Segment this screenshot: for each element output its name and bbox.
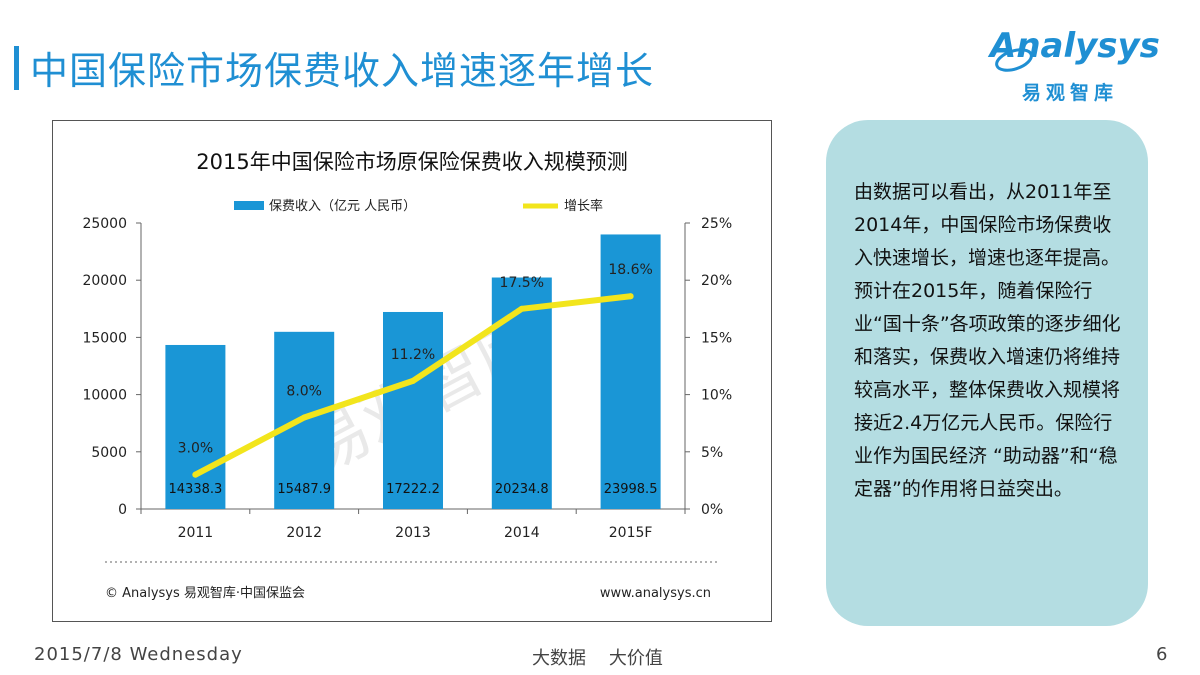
bar-2015F <box>600 234 661 509</box>
legend-line-label: 增长率 <box>564 198 603 214</box>
footer-date: 2015/7/8 Wednesday <box>34 644 243 665</box>
footer-slogan: 大数据 大价值 <box>532 648 663 669</box>
side-panel-text: 由数据可以看出，从2011年至2014年，中国保险市场保费收入快速增长，增速也逐… <box>854 181 1121 500</box>
x-tick-label: 2012 <box>286 525 322 541</box>
y-left-tick-label: 5000 <box>91 445 127 461</box>
growth-rate-point <box>410 377 416 384</box>
bar-value-label: 23998.5 <box>604 482 658 497</box>
y-right-tick-label: 0% <box>701 502 723 518</box>
chart-title: 2015年中国保险市场原保险保费收入规模预测 <box>196 150 627 174</box>
bar-value-label: 17222.2 <box>386 482 440 497</box>
growth-rate-point <box>627 293 634 300</box>
logo-brand-cn: 易观智库 <box>1022 82 1119 104</box>
title-accent-bar <box>14 46 19 90</box>
growth-rate-label: 11.2% <box>391 347 435 363</box>
y-left-tick-label: 0 <box>118 502 127 518</box>
growth-rate-label: 17.5% <box>500 275 544 291</box>
chart-website: www.analysys.cn <box>600 586 711 601</box>
x-tick-label: 2011 <box>178 525 214 541</box>
bar-value-label: 15487.9 <box>277 482 331 497</box>
y-left-tick-label: 15000 <box>82 330 127 346</box>
y-right-tick-label: 20% <box>701 273 732 289</box>
logo-brand-text: Analysys <box>990 26 1160 66</box>
y-right-tick-label: 5% <box>701 445 723 461</box>
legend-bar-label: 保费收入（亿元 人民币） <box>269 199 416 214</box>
growth-rate-point <box>192 471 199 478</box>
y-right-tick-label: 25% <box>701 216 732 232</box>
bar-value-label: 20234.8 <box>495 482 549 497</box>
x-tick-label: 2014 <box>504 525 540 541</box>
bar-2011 <box>165 344 226 509</box>
y-left-tick-label: 10000 <box>82 388 127 404</box>
growth-rate-label: 8.0% <box>286 383 322 399</box>
x-tick-label: 2015F <box>609 525 653 541</box>
x-tick-label: 2013 <box>395 525 431 541</box>
y-right-tick-label: 10% <box>701 388 732 404</box>
side-panel <box>826 120 1148 626</box>
page-number: 6 <box>1156 644 1168 665</box>
page-title: 中国保险市场保费收入增速逐年增长 <box>30 49 655 93</box>
growth-rate-label: 3.0% <box>178 441 214 457</box>
growth-rate-point <box>301 414 308 421</box>
y-left-tick-label: 20000 <box>82 273 127 289</box>
logo-swoosh-icon <box>995 48 1033 72</box>
legend-bar-swatch <box>234 201 264 210</box>
bar-2013 <box>383 311 443 509</box>
growth-rate-point <box>518 305 525 312</box>
analysys-logo: Analysys 易观智库 <box>990 26 1170 116</box>
y-right-tick-label: 15% <box>701 330 732 346</box>
bar-value-label: 14338.3 <box>169 482 223 497</box>
bar-2014 <box>491 277 552 509</box>
y-left-tick-label: 25000 <box>82 216 127 232</box>
chart-source: © Analysys 易观智库·中国保监会 <box>105 585 305 601</box>
growth-rate-label: 18.6% <box>608 262 652 278</box>
